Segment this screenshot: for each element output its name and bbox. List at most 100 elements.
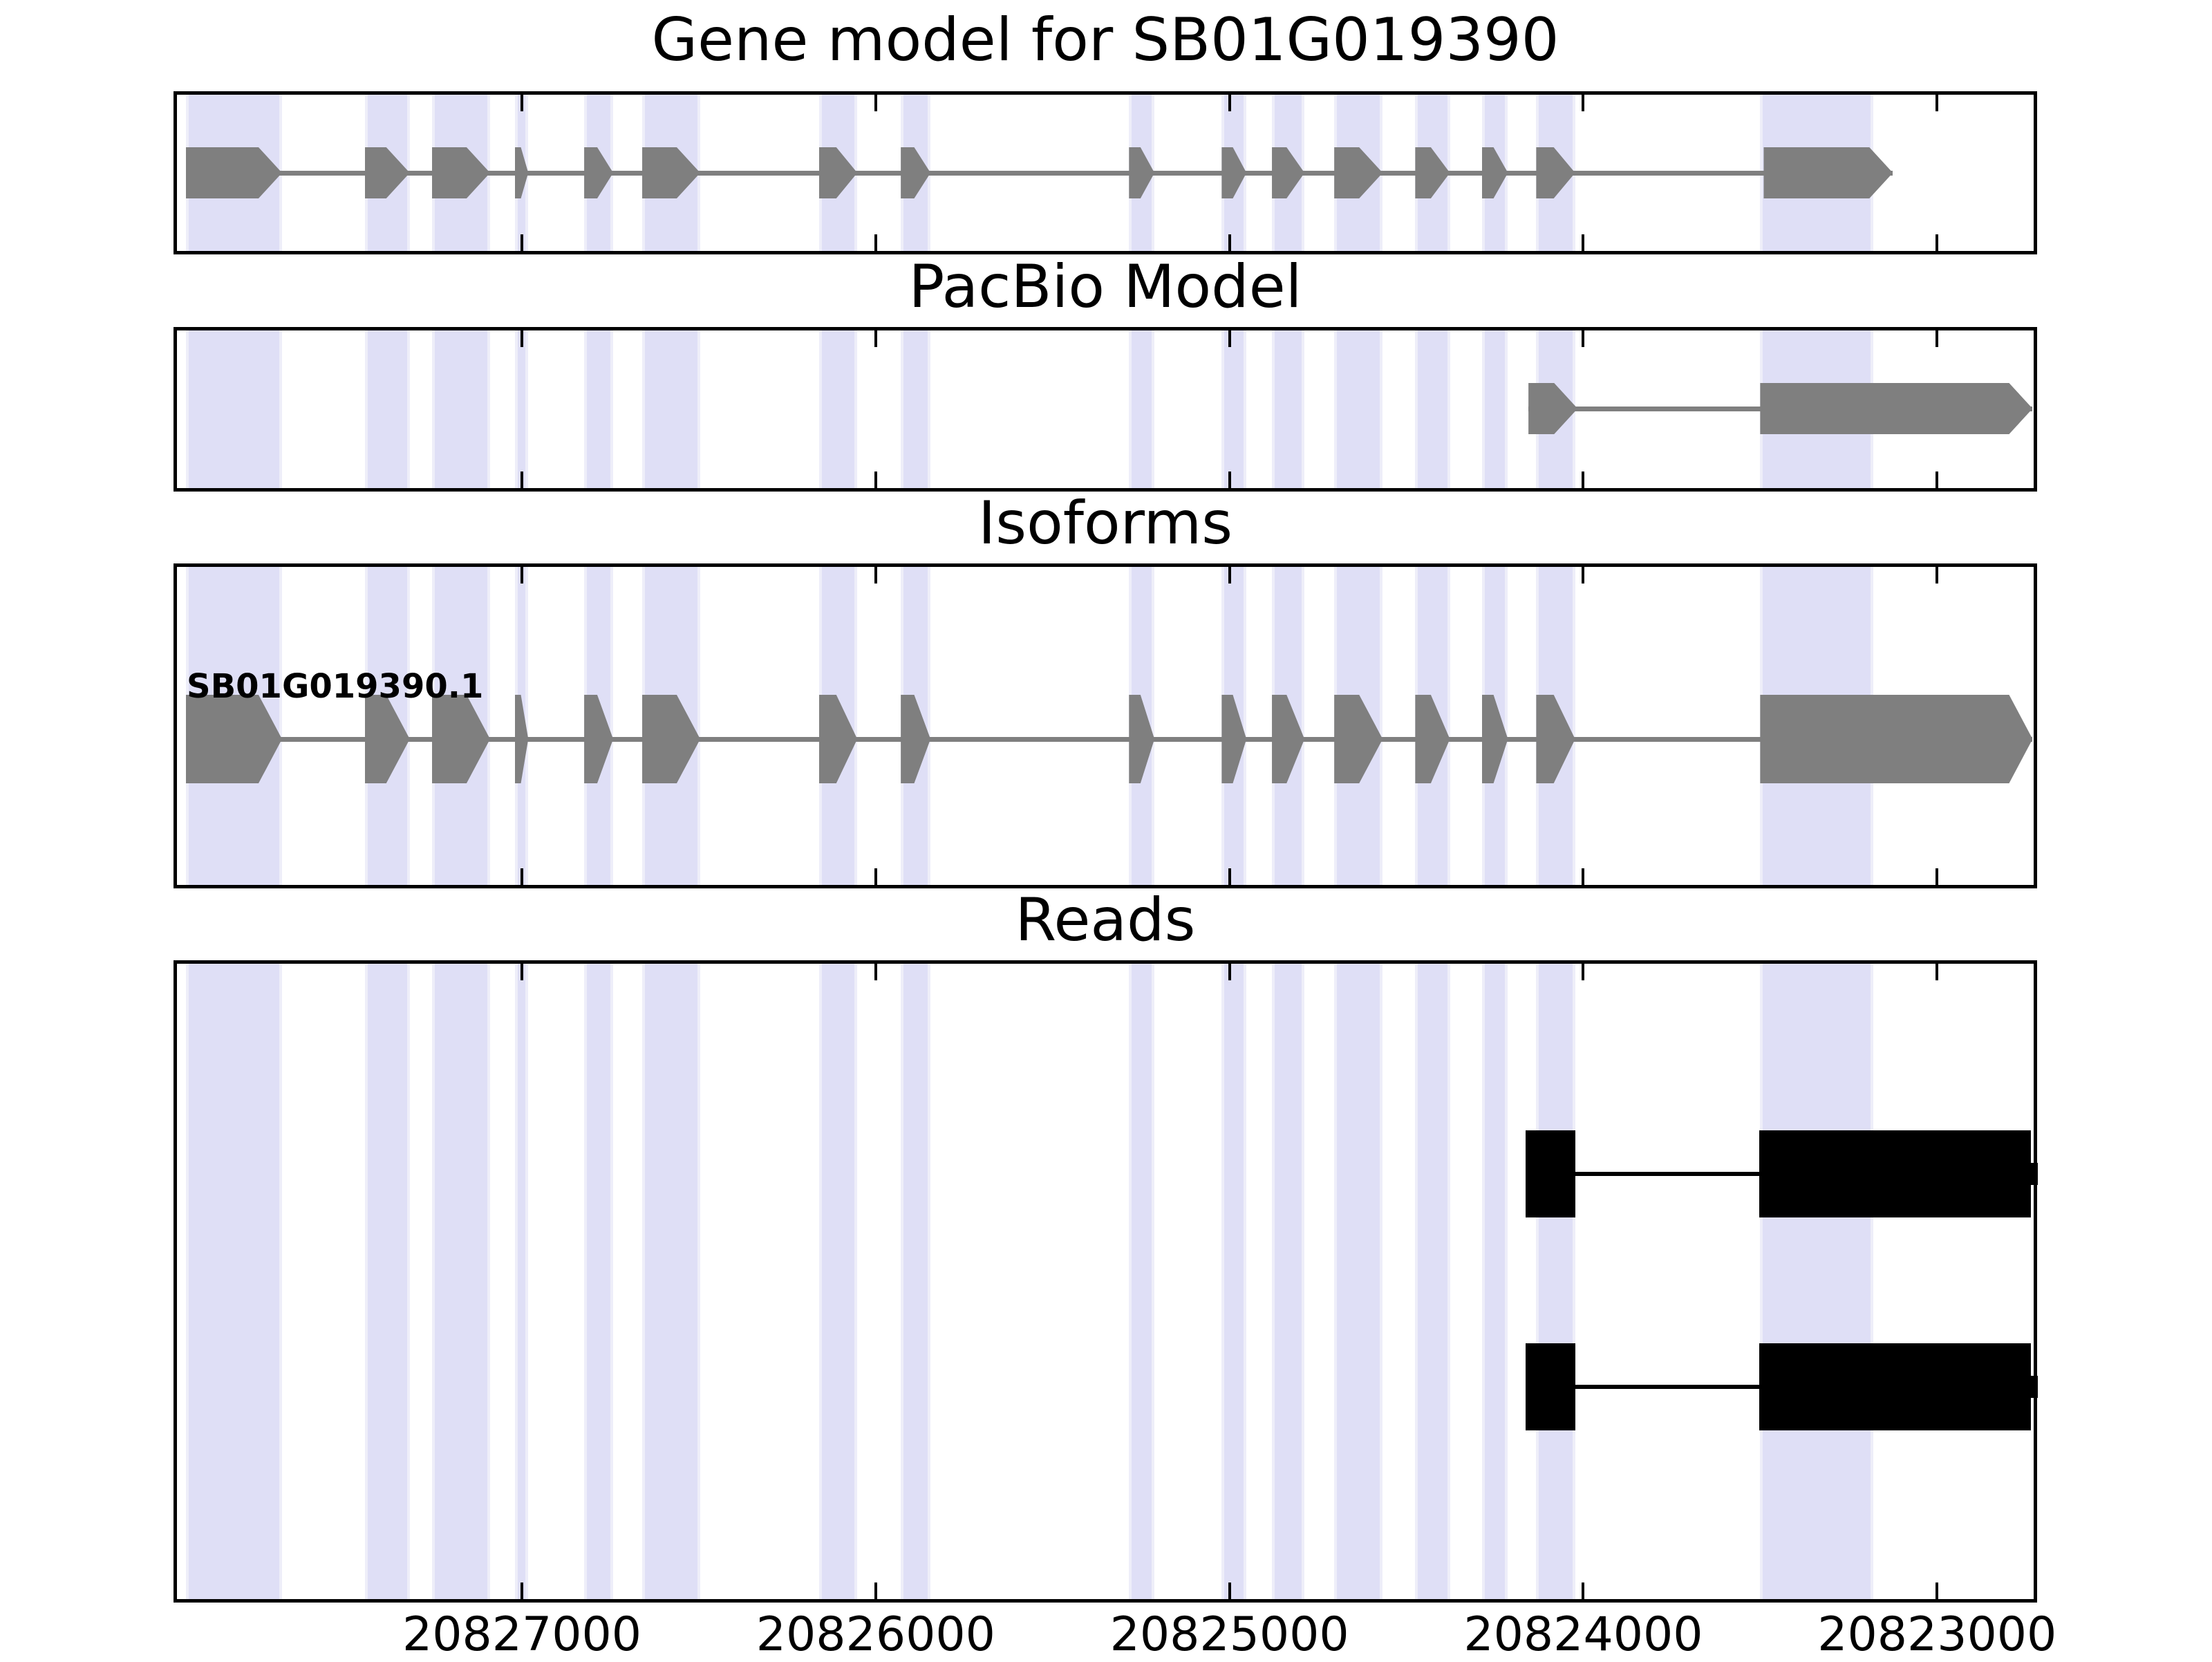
isoform-label: SB01G019390.1 (187, 667, 484, 706)
exon-highlight-band (514, 330, 529, 488)
exon-highlight-band (185, 330, 282, 488)
bottom-tick-mark (1582, 471, 1585, 488)
top-tick-mark (1582, 567, 1585, 583)
bottom-tick-mark (1936, 1582, 1939, 1599)
read-connector-line (1575, 1172, 1760, 1176)
bottom-tick-mark (1228, 1582, 1231, 1599)
bottom-tick-mark (521, 471, 524, 488)
top-tick-mark (1582, 964, 1585, 980)
top-tick-mark (874, 330, 877, 347)
bottom-tick-mark (1228, 868, 1231, 885)
bottom-tick-mark (521, 234, 524, 251)
exon-highlight-band (432, 330, 490, 488)
exon-highlight-band (1481, 964, 1508, 1599)
gene-model-track-panel (174, 91, 2037, 254)
bottom-tick-mark (521, 868, 524, 885)
exon-highlight-band (818, 964, 858, 1599)
exon-highlight-band (584, 964, 614, 1599)
intron-line (185, 170, 1893, 176)
bottom-tick-mark (874, 234, 877, 251)
pacbio-model-track-panel (174, 327, 2037, 492)
x-axis-tick-label: 20826000 (756, 1607, 995, 1662)
bottom-tick-mark (1228, 471, 1231, 488)
gene-model-panel-title: Gene model for SB01G019390 (651, 6, 1559, 75)
read-end-nub (2031, 1163, 2038, 1185)
exon-arrow (185, 147, 282, 198)
top-tick-mark (1582, 95, 1585, 111)
exon-highlight-band (818, 330, 858, 488)
exon-highlight-band (364, 330, 410, 488)
bottom-tick-mark (874, 1582, 877, 1599)
read-exon-block (1526, 1343, 1576, 1430)
exon-highlight-band (1272, 964, 1305, 1599)
exon-highlight-band (1760, 964, 1874, 1599)
isoforms-track-panel: SB01G019390.1 (174, 563, 2037, 888)
bottom-tick-mark (1936, 234, 1939, 251)
exon-highlight-band (432, 964, 490, 1599)
top-tick-mark (874, 95, 877, 111)
exon-arrow (1760, 695, 2033, 783)
x-axis-tick-label: 20823000 (1817, 1607, 2057, 1662)
exon-highlight-band (1481, 330, 1508, 488)
top-tick-mark (521, 567, 524, 583)
top-tick-mark (1582, 330, 1585, 347)
top-tick-mark (1936, 567, 1939, 583)
exon-arrow (1763, 147, 1893, 198)
bottom-tick-mark (1582, 868, 1585, 885)
pacbio-panel-title: PacBio Model (908, 252, 1302, 321)
bottom-tick-mark (1936, 471, 1939, 488)
exon-highlight-band (364, 964, 410, 1599)
x-axis-tick-label: 20825000 (1109, 1607, 1349, 1662)
x-axis-tick-label: 20827000 (402, 1607, 642, 1662)
exon-highlight-band (1334, 964, 1383, 1599)
bottom-tick-mark (1582, 1582, 1585, 1599)
top-tick-mark (1228, 95, 1231, 111)
exon-arrow (1760, 383, 2033, 434)
exon-highlight-band (1221, 330, 1247, 488)
reads-track-panel (174, 960, 2038, 1603)
intron-line (185, 736, 2033, 742)
exon-highlight-band (1221, 964, 1247, 1599)
top-tick-mark (521, 95, 524, 111)
exon-highlight-band (1536, 964, 1575, 1599)
bottom-tick-mark (521, 1582, 524, 1599)
read-exon-block (1759, 1343, 2032, 1430)
top-tick-mark (1228, 567, 1231, 583)
top-tick-mark (521, 964, 524, 980)
top-tick-mark (1936, 964, 1939, 980)
bottom-tick-mark (874, 471, 877, 488)
exon-highlight-band (1129, 964, 1155, 1599)
bottom-tick-mark (1582, 234, 1585, 251)
exon-highlight-band (1272, 330, 1305, 488)
exon-arrow (185, 695, 282, 783)
exon-highlight-band (642, 964, 700, 1599)
top-tick-mark (1228, 330, 1231, 347)
exon-highlight-band (185, 964, 282, 1599)
bottom-tick-mark (874, 868, 877, 885)
exon-highlight-band (901, 964, 931, 1599)
exon-highlight-band (642, 330, 700, 488)
top-tick-mark (874, 567, 877, 583)
read-exon-block (1526, 1130, 1576, 1217)
read-exon-block (1759, 1130, 2032, 1217)
exon-highlight-band (901, 330, 931, 488)
exon-highlight-band (1415, 964, 1450, 1599)
exon-highlight-band (1129, 330, 1155, 488)
top-tick-mark (1228, 964, 1231, 980)
read-connector-line (1575, 1385, 1760, 1389)
exon-highlight-band (584, 330, 614, 488)
bottom-tick-mark (1228, 234, 1231, 251)
top-tick-mark (874, 964, 877, 980)
bottom-tick-mark (1936, 868, 1939, 885)
isoforms-panel-title: Isoforms (977, 489, 1233, 558)
read-end-nub (2031, 1376, 2038, 1398)
reads-panel-title: Reads (1015, 886, 1196, 955)
top-tick-mark (1936, 95, 1939, 111)
exon-highlight-band (1415, 330, 1450, 488)
top-tick-mark (1936, 330, 1939, 347)
exon-highlight-band (1334, 330, 1383, 488)
x-axis-tick-label: 20824000 (1463, 1607, 1703, 1662)
exon-highlight-band (514, 964, 529, 1599)
top-tick-mark (521, 330, 524, 347)
